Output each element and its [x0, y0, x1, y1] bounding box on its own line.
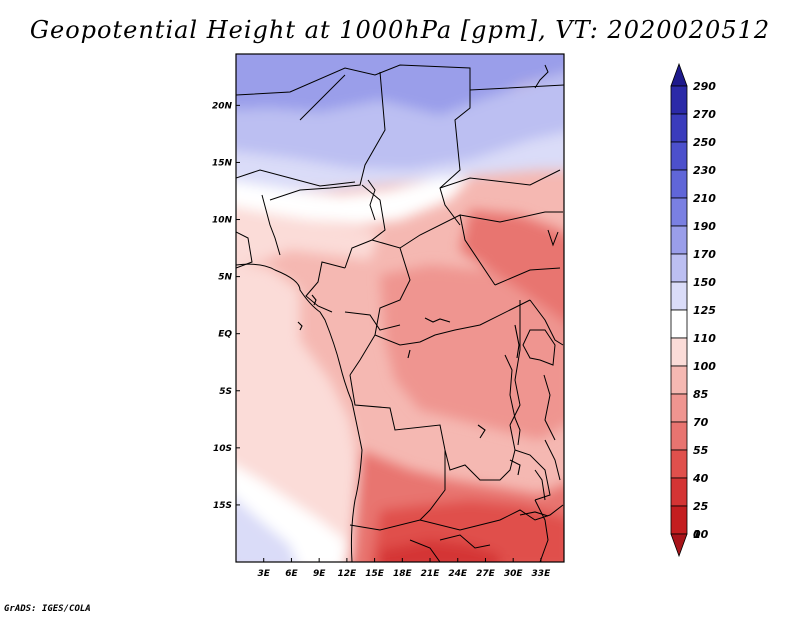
grads-credit: GrADS: IGES/COLA — [4, 604, 91, 614]
colorbar-label: 170 — [693, 248, 716, 261]
map-frame — [235, 53, 565, 563]
region-far-south — [380, 540, 500, 562]
region-southwest-corner — [236, 498, 297, 562]
colorbar-label: 150 — [693, 276, 716, 289]
colorbar-swatch — [670, 169, 688, 199]
lon-label: 12E — [338, 569, 358, 579]
colorbar-label: 110 — [693, 332, 716, 345]
longitude-labels: 3E 6E 9E 12E 15E 18E 21E 24E 27E 30E 33E — [258, 558, 552, 579]
lat-label: 5N — [218, 273, 232, 283]
lon-label: 15E — [365, 569, 385, 579]
region-east-highlands — [460, 210, 564, 323]
lon-label: 18E — [393, 569, 413, 579]
region-sahara-mid — [236, 72, 564, 175]
colorbar-label: 210 — [693, 192, 716, 205]
lakes — [297, 294, 549, 517]
colorbar-swatch — [670, 393, 688, 423]
lon-label: 3E — [258, 569, 271, 579]
lat-label: 15N — [212, 158, 233, 168]
lon-label: 6E — [285, 569, 298, 579]
colorbar-label: 190 — [693, 220, 716, 233]
contour-field — [236, 54, 564, 562]
colorbar-swatch — [670, 505, 688, 535]
colorbar-swatch — [670, 421, 688, 451]
colorbar-label: 0 — [693, 528, 701, 541]
colorbar-label: 100 — [693, 360, 716, 373]
lon-label: 27E — [476, 569, 496, 579]
lat-label: 15S — [213, 501, 232, 511]
colorbar-swatch — [670, 449, 688, 479]
colorbar: 2902702502302101901701501251101008570554… — [670, 62, 716, 558]
region-sahel-band — [236, 132, 564, 190]
colorbar-label: 125 — [693, 304, 716, 317]
chart-title: Geopotential Height at 1000hPa [gpm], VT… — [29, 16, 771, 44]
latitude-labels: 20N 15N 10N 5N EQ 5S 10S 15S — [212, 101, 240, 511]
colorbar-label: 250 — [693, 136, 716, 149]
colorbar-label: 55 — [693, 444, 709, 457]
colorbar-swatch — [670, 477, 688, 507]
lat-label: 10N — [212, 216, 233, 226]
colorbar-swatch — [670, 533, 688, 558]
colorbar-swatch — [670, 141, 688, 171]
colorbar-swatch — [670, 197, 688, 227]
colorbar-label: 70 — [693, 416, 709, 429]
colorbar-label: 230 — [693, 164, 716, 177]
colorbar-swatch — [670, 253, 688, 283]
lat-label: 5S — [219, 387, 232, 397]
colorbar-swatch — [670, 85, 688, 115]
colorbar-label: 10 — [693, 528, 709, 541]
lat-label: EQ — [218, 330, 232, 340]
region-west-atlantic — [236, 206, 380, 265]
colorbar-swatch — [670, 281, 688, 311]
lon-label: 33E — [532, 569, 552, 579]
lon-label: 24E — [448, 569, 468, 579]
colorbar-swatch — [670, 365, 688, 395]
lat-label: 20N — [212, 101, 233, 111]
lon-label: 30E — [504, 569, 524, 579]
colorbar-label: 40 — [692, 472, 709, 485]
colorbar-swatch — [670, 225, 688, 255]
colorbar-label: 270 — [693, 108, 716, 121]
colorbar-swatch — [670, 337, 688, 367]
lon-label: 9E — [313, 569, 326, 579]
country-borders — [236, 64, 564, 562]
colorbar-label: 25 — [693, 500, 709, 513]
lat-label: 10S — [213, 444, 232, 454]
colorbar-swatch — [670, 309, 688, 339]
region-sahel-white — [236, 178, 470, 225]
lon-label: 21E — [421, 569, 441, 579]
colorbar-swatch — [670, 62, 688, 87]
colorbar-label: 85 — [693, 388, 709, 401]
colorbar-label: 290 — [693, 80, 716, 93]
colorbar-swatch — [670, 113, 688, 143]
